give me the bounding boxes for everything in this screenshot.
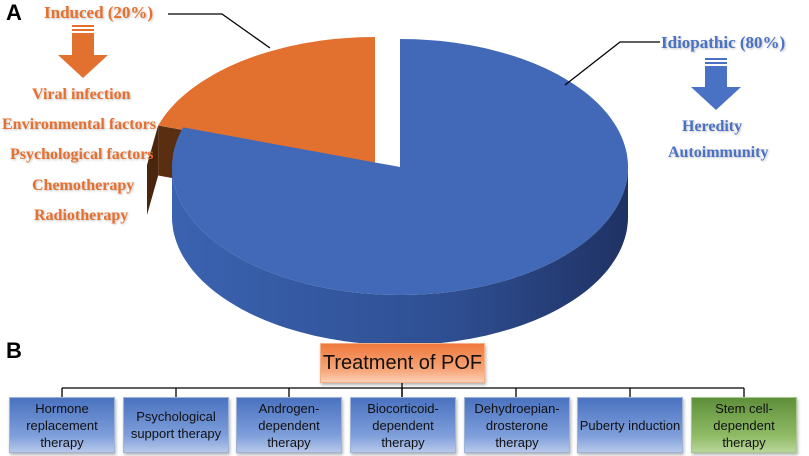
- pie-slice-side: [172, 167, 628, 345]
- treatment-box: Hormone replacement therapy: [9, 397, 115, 453]
- treatment-box: Stem cell-dependent therapy: [691, 397, 797, 453]
- pie-slice-idiopathic: [172, 39, 628, 295]
- treatment-root-box: Treatment of POF: [320, 343, 485, 383]
- treatment-box: Puberty induction: [577, 397, 683, 453]
- treatment-box: Dehydroepian-drosterone therapy: [464, 397, 570, 453]
- induced-callout-line: [168, 13, 271, 49]
- tree-connectors: [61, 381, 745, 397]
- induced-label: Induced (20%): [44, 3, 154, 22]
- induced-cause: Viral infection: [32, 86, 131, 103]
- induced-arrow-icon: [58, 25, 108, 78]
- idiopathic-cause: Heredity: [682, 118, 743, 135]
- induced-cause: Chemotherapy: [32, 177, 135, 194]
- idiopathic-label: Idiopathic (80%): [661, 33, 786, 52]
- idiopathic-cause: Autoimmunity: [668, 144, 769, 161]
- pie-slice-side: [147, 125, 159, 215]
- treatment-box: Psychological support therapy: [123, 397, 229, 453]
- treatment-box: Androgen-dependent therapy: [236, 397, 342, 453]
- induced-cause: Environmental factors: [2, 116, 156, 133]
- treatment-box: Biocorticoid-dependent therapy: [350, 397, 456, 453]
- panel-a-label: A: [6, 0, 22, 25]
- induced-cause: Psychological factors: [10, 146, 154, 163]
- panel-b-label: B: [6, 338, 22, 363]
- idiopathic-callout-line: [564, 41, 660, 86]
- induced-cause: Radiotherapy: [34, 207, 129, 224]
- idiopathic-arrow-icon: [691, 58, 741, 110]
